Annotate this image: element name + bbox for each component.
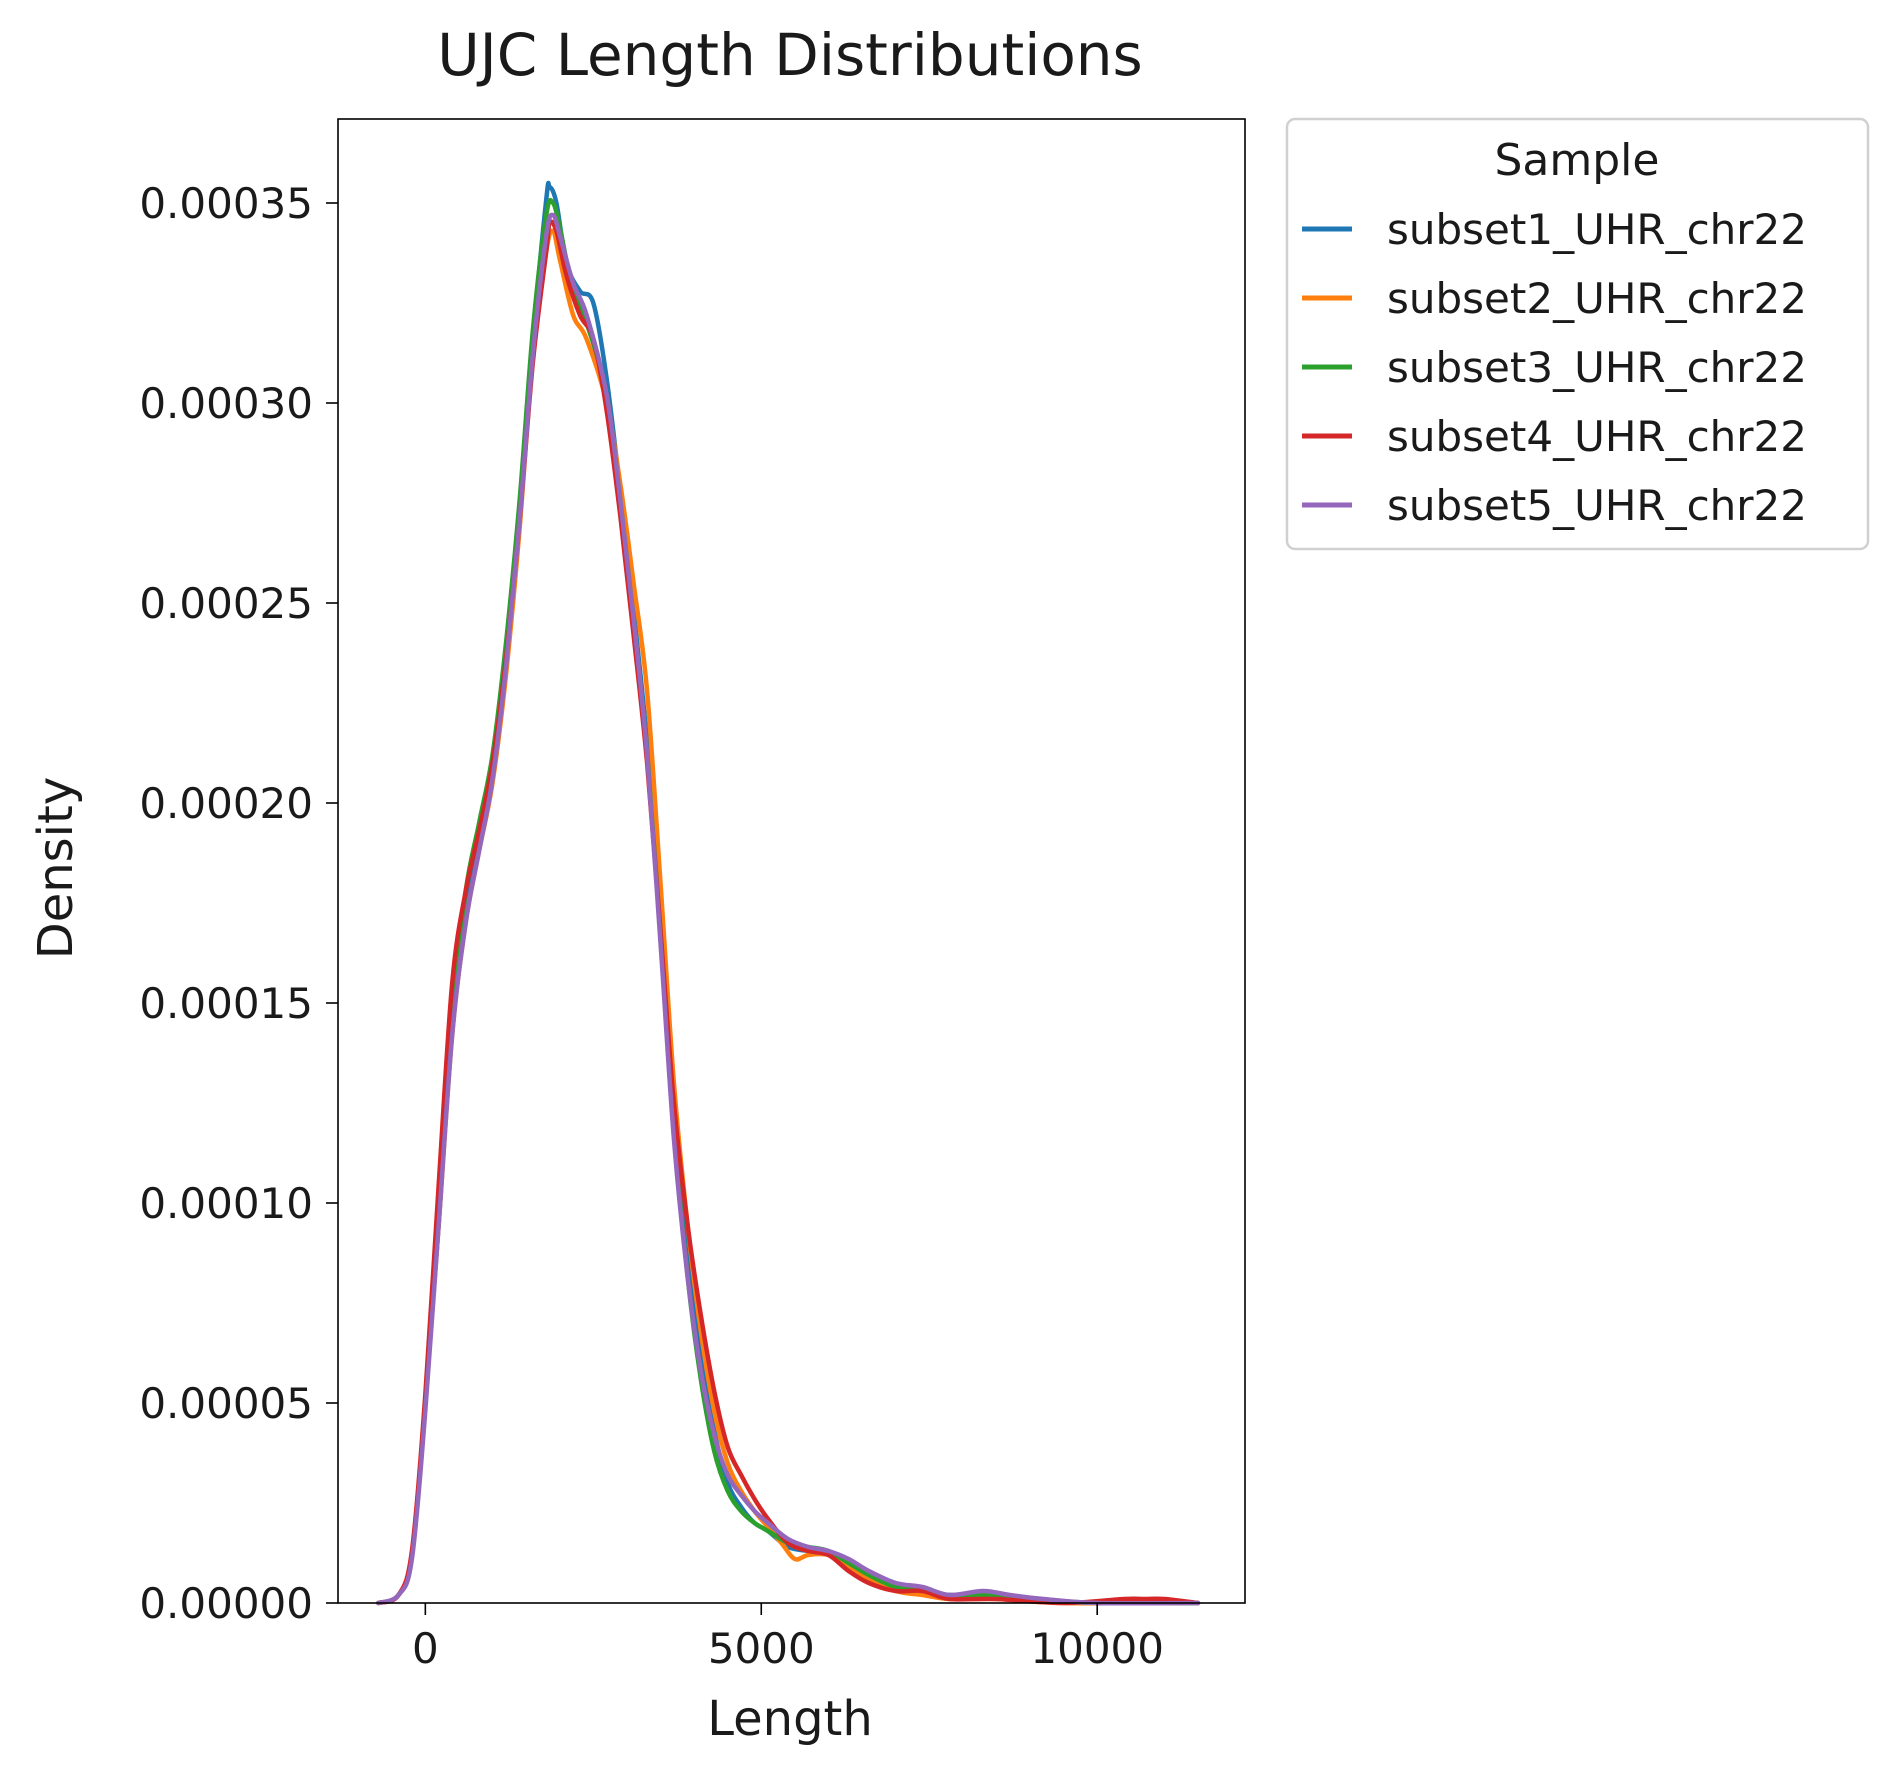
legend-label-3: subset3_UHR_chr22	[1387, 343, 1807, 392]
y-tick-label: 0.00025	[139, 579, 313, 628]
legend-label-2: subset2_UHR_chr22	[1387, 274, 1807, 323]
series-layer	[376, 180, 1201, 1606]
x-tick-label: 0	[412, 1624, 439, 1673]
legend-title: Sample	[1495, 135, 1660, 186]
y-tick-label: 0.00005	[139, 1379, 313, 1428]
y-tick-label: 0.00030	[139, 379, 313, 428]
legend-box	[1285, 117, 1870, 551]
x-axis: 0 5000 10000	[412, 1603, 1164, 1673]
legend-label-4: subset4_UHR_chr22	[1387, 412, 1807, 461]
x-tick-label: 5000	[708, 1624, 815, 1673]
y-axis-label: Density	[28, 777, 84, 959]
x-tick-label: 10000	[1030, 1624, 1164, 1673]
legend: Sample subset1_UHR_chr22 subset2_UHR_chr2…	[1285, 117, 1870, 551]
legend-label-5: subset5_UHR_chr22	[1387, 481, 1807, 530]
y-tick-label: 0.00000	[139, 1579, 313, 1628]
plot-frame	[337, 118, 1246, 1604]
legend-items: subset1_UHR_chr22 subset2_UHR_chr22subset…	[1302, 205, 1807, 530]
legend-label-1: subset1_UHR_chr22	[1387, 205, 1807, 254]
series-line-5	[376, 212, 1201, 1606]
y-tick-label: 0.00010	[139, 1179, 313, 1228]
chart-title: UJC Length Distributions	[437, 21, 1143, 89]
y-tick-label: 0.00020	[139, 779, 313, 828]
y-tick-label: 0.00035	[139, 179, 313, 228]
x-axis-label: Length	[707, 1691, 873, 1747]
y-tick-label: 0.00015	[139, 979, 313, 1028]
y-axis: 0.00000 0.00005 0.00010 0.00015 0.00020 0.000…	[139, 179, 338, 1628]
